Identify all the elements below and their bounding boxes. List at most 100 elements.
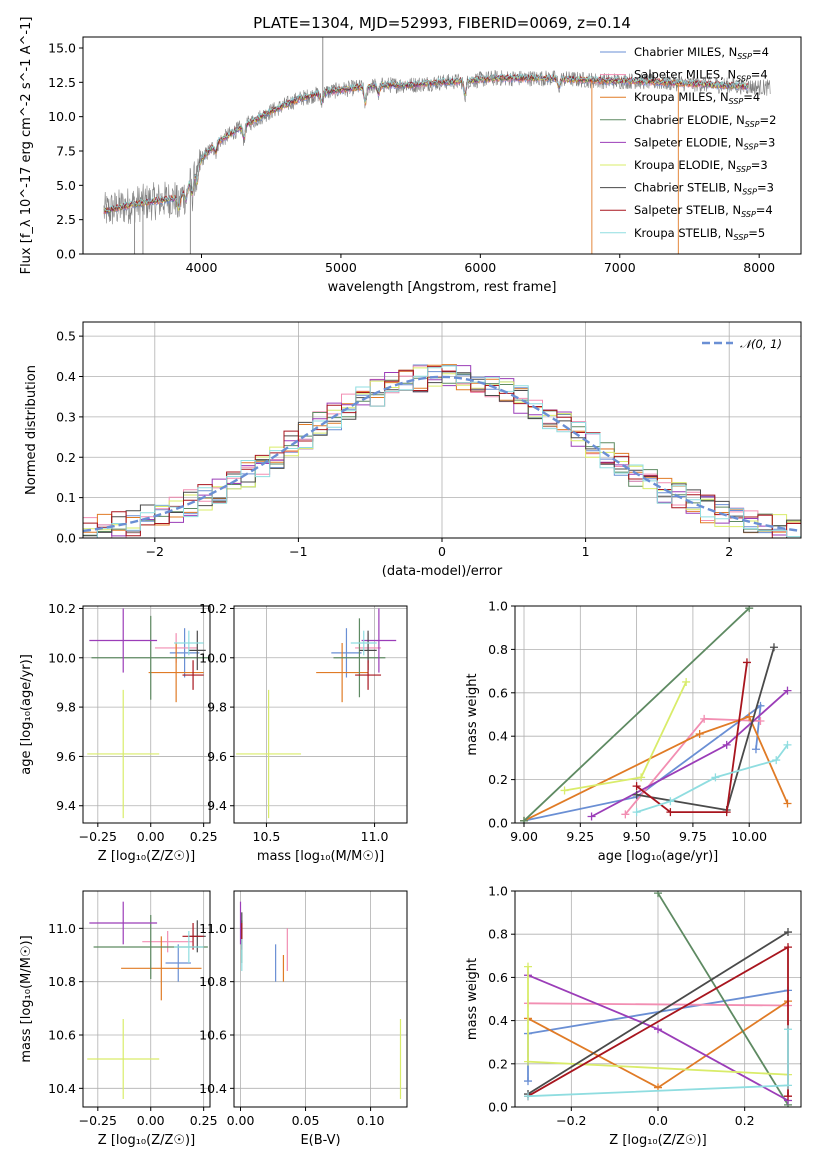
x-tick-label: 4000 <box>186 260 218 275</box>
x-tick-label: −0.2 <box>556 1113 586 1128</box>
x-tick-label: 9.75 <box>679 829 707 844</box>
axes-frame <box>82 890 211 1108</box>
chart-age-vs-mass: 10.5 11.0 9.4 9.6 9.8 10.0 10.2 mass [log₁₀(M/M… <box>199 601 408 864</box>
weight-series-line <box>527 1002 789 1007</box>
x-tick-label: 9.50 <box>623 829 651 844</box>
y-tick-label: 5.0 <box>56 178 76 193</box>
errorbar-point <box>87 1019 160 1099</box>
legend-entry: Kroupa ELODIE, NSSP=3 <box>634 158 768 174</box>
x-tick-label: −0.25 <box>79 829 117 844</box>
legend-label: Chabrier STELIB, N <box>634 181 742 195</box>
x-tick-label: 1 <box>582 544 590 559</box>
y-tick-label: 0.0 <box>56 247 76 262</box>
legend-label-tail: =4 <box>756 203 773 217</box>
errorbar-point <box>89 608 158 673</box>
y-tick-label: 0.8 <box>488 927 508 942</box>
x-tick-label: 11.0 <box>361 829 389 844</box>
y-tick-label: 0.0 <box>56 531 76 546</box>
y-tick-label: 0.4 <box>488 729 508 744</box>
x-tick-label: 8000 <box>743 260 775 275</box>
y-tick-label: 9.8 <box>207 700 227 715</box>
x-tick-label: 0.00 <box>137 1113 165 1128</box>
legend-label-tail: =4 <box>743 90 760 104</box>
errorbar-point <box>174 630 204 656</box>
y-tick-label: 0.4 <box>56 369 76 384</box>
y-tick-label: 10.6 <box>199 1028 227 1043</box>
x-tick-label: −1 <box>289 544 307 559</box>
chart-residuals: −2 −1 0 1 2 0.0 0.1 0.2 0.3 0.4 0.5 (data-model)/er… <box>24 321 802 579</box>
chart-weight-vs-age: 9.00 9.25 9.50 9.75 10.00 0.0 0.2 0.4 0.6 0.8 1.0 a… <box>465 599 802 864</box>
errorbar-point <box>121 936 202 1001</box>
weight-marker <box>783 686 792 695</box>
weight-marker <box>695 730 704 739</box>
x-tick-label: 9.25 <box>566 829 594 844</box>
errorbar-point <box>182 660 204 690</box>
x-tick-label: 0.25 <box>190 1113 218 1128</box>
weight-marker <box>783 740 792 749</box>
model-spectrum-line <box>103 73 749 212</box>
weight-marker <box>745 606 754 613</box>
plot-content <box>103 37 771 254</box>
y-axis-label: Normed distribution <box>24 365 39 495</box>
chart-age-vs-Z: −0.25 0.00 0.25 9.4 9.6 9.8 10.0 10.2 Z [log₁₀(Z… <box>19 601 218 864</box>
y-tick-label: 9.6 <box>207 749 227 764</box>
histogram-steps <box>83 365 801 538</box>
figure-title: PLATE=1304, MJD=52993, FIBERID=0069, z=0… <box>253 14 631 32</box>
x-axis-label: Z [log₁₀(Z/Z☉)] <box>98 849 195 864</box>
y-axis-label: age [log₁₀(age/yr)] <box>19 654 34 775</box>
axes-frame <box>233 890 408 1108</box>
legend-label: Salpeter MILES, N <box>634 68 736 82</box>
weight-marker <box>682 677 691 686</box>
y-tick-label: 10.4 <box>48 1081 76 1096</box>
axes-frame <box>82 605 211 824</box>
errorbar-point <box>89 901 158 945</box>
y-axis-label: Flux [f_λ 10^-17 erg cm^-2 s^-1 A^-1] <box>19 17 34 275</box>
y-tick-label: 1.0 <box>488 884 508 899</box>
errorbar-point <box>316 642 369 703</box>
weight-marker <box>666 797 675 806</box>
y-tick-label: 1.0 <box>488 599 508 614</box>
legend-label-subscript: SSP <box>729 97 744 106</box>
weight-series-line <box>527 931 789 1095</box>
plot-content <box>236 608 397 819</box>
x-axis-label: (data-model)/error <box>382 564 503 579</box>
weight-marker <box>711 773 720 782</box>
weight-marker <box>520 816 529 823</box>
normal-reference-curve <box>83 375 801 533</box>
legend-label-subscript: SSP <box>737 52 752 61</box>
x-tick-label: 0.05 <box>292 1113 320 1128</box>
weight-marker <box>654 891 662 898</box>
legend: 𝒩(0, 1) <box>702 337 782 351</box>
errorbar-point <box>333 618 386 698</box>
legend-label-tail: =2 <box>760 113 777 127</box>
weight-marker <box>772 756 781 765</box>
x-tick-label: 0.00 <box>137 829 165 844</box>
weight-marker <box>722 808 731 817</box>
weight-marker <box>783 799 792 808</box>
y-tick-label: 11.0 <box>48 921 76 936</box>
errorbar-point <box>148 642 204 703</box>
chart-mass-vs-ebv: 0.00 0.05 0.10 10.4 10.6 10.8 11.0 E(B-V) <box>199 890 408 1148</box>
chart-mass-vs-Z: −0.25 0.00 0.25 10.4 10.6 10.8 11.0 Z [log₁₀(Z/… <box>19 890 218 1148</box>
axes-frame <box>82 36 802 255</box>
weight-marker <box>654 1025 662 1034</box>
plot-content <box>87 608 210 819</box>
y-tick-label: 0.2 <box>488 1056 508 1071</box>
y-tick-label: 10.8 <box>48 974 76 989</box>
y-axis-label: mass weight <box>465 673 480 755</box>
axes-frame <box>82 321 802 539</box>
weight-marker <box>784 943 792 952</box>
legend-label-subscript: SSP <box>742 188 757 197</box>
y-tick-label: 9.8 <box>56 700 76 715</box>
x-tick-label: 6000 <box>464 260 496 275</box>
legend-label: Kroupa ELODIE, N <box>634 158 736 172</box>
y-tick-label: 10.0 <box>48 650 76 665</box>
y-axis-label: mass weight <box>465 958 480 1040</box>
y-tick-label: 9.6 <box>56 749 76 764</box>
x-tick-label: 2 <box>725 544 733 559</box>
axes-frame <box>233 605 408 824</box>
y-tick-label: 10.8 <box>199 974 227 989</box>
legend-entry: Salpeter MILES, NSSP=4 <box>634 68 768 84</box>
errorbar-point <box>169 628 200 678</box>
